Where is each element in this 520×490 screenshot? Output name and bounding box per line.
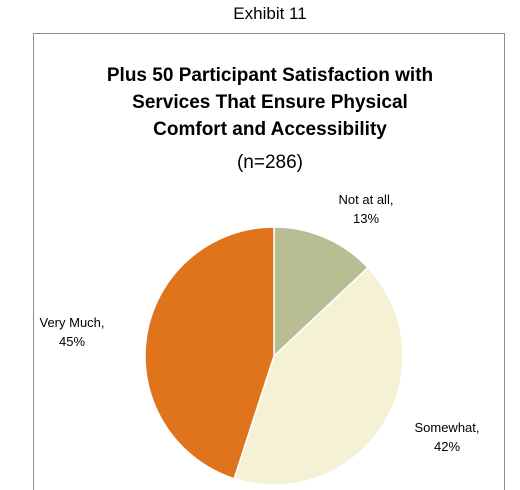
slice-label-very-much: Very Much, [39,315,104,330]
chart-title-line-2: Services That Ensure Physical [132,92,408,113]
chart-frame: Plus 50 Participant Satisfaction with Se… [33,33,505,490]
chart-title-line-1: Plus 50 Participant Satisfaction with [106,65,434,86]
pie-slice-very-much [144,226,275,480]
slice-label-not-at-all: Not at all, [339,192,394,207]
slice-value-somewhat: 42% [434,439,460,454]
chart-title-line-3: Comfort and Accessibility [153,119,387,140]
pie-slice-not-at-all [273,226,370,358]
exhibit-label: Exhibit 11 [233,4,307,23]
slice-label-somewhat: Somewhat, [414,420,479,435]
slice-value-very-much: 45% [59,334,85,349]
chart-title: Plus 50 Participant Satisfaction with Se… [34,62,506,143]
pie-slice-somewhat [233,266,404,486]
slice-value-not-at-all: 13% [353,211,379,226]
chart-subtitle: (n=286) [236,152,304,173]
pie-chart: Not at all, 13% Somewhat, 42% Very Much, 45% [39,192,480,486]
